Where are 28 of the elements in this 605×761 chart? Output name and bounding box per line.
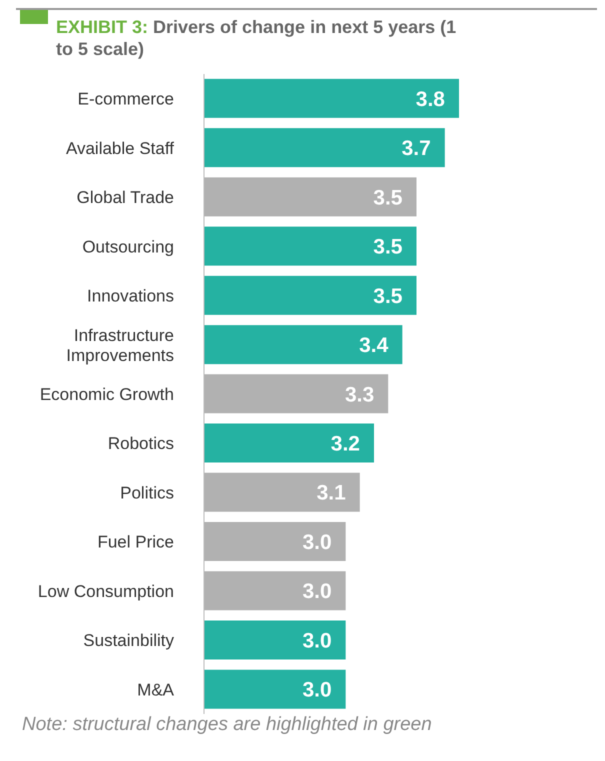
data-label: 3.3 bbox=[344, 383, 374, 406]
y-tick-label: Available Staff bbox=[66, 138, 174, 158]
annotation: Note: structural changes are highlighted in green bbox=[22, 714, 433, 736]
y-tick-label: Economic Growth bbox=[40, 385, 174, 404]
data-label: 3.0 bbox=[302, 530, 332, 554]
y-tick-label: M&A bbox=[137, 680, 175, 700]
data-label: 3.0 bbox=[302, 580, 332, 604]
data-label: 3.5 bbox=[373, 284, 403, 308]
y-tick-label: Outsourcing bbox=[82, 237, 174, 256]
y-tick-label: Infrastructure Improvements bbox=[66, 326, 174, 365]
y-tick-label: Low Consumption bbox=[38, 582, 174, 601]
y-tick-label: Sustainbility bbox=[83, 631, 174, 650]
data-label: 3.0 bbox=[302, 629, 332, 652]
data-label: 3.7 bbox=[402, 137, 431, 160]
y-tick-label: Politics bbox=[120, 483, 174, 502]
chart-title: EXHIBIT 3: Drivers of change in next 5 years (1 to 5 scale) bbox=[56, 16, 458, 60]
data-label: 3.5 bbox=[373, 186, 403, 210]
data-label: 3.4 bbox=[359, 334, 389, 358]
data-label: 3.5 bbox=[373, 236, 403, 259]
y-tick-label: E-commerce bbox=[78, 90, 174, 109]
data-label: 3.2 bbox=[330, 432, 360, 456]
y-tick-label: Fuel Price bbox=[97, 532, 174, 552]
data-label: 3.0 bbox=[302, 678, 332, 702]
y-tick-label: Global Trade bbox=[76, 188, 174, 208]
data-label: 3.8 bbox=[416, 88, 446, 111]
data-label: 3.1 bbox=[316, 482, 346, 505]
y-tick-label: Innovations bbox=[87, 286, 174, 306]
y-tick-label: Robotics bbox=[108, 434, 174, 454]
